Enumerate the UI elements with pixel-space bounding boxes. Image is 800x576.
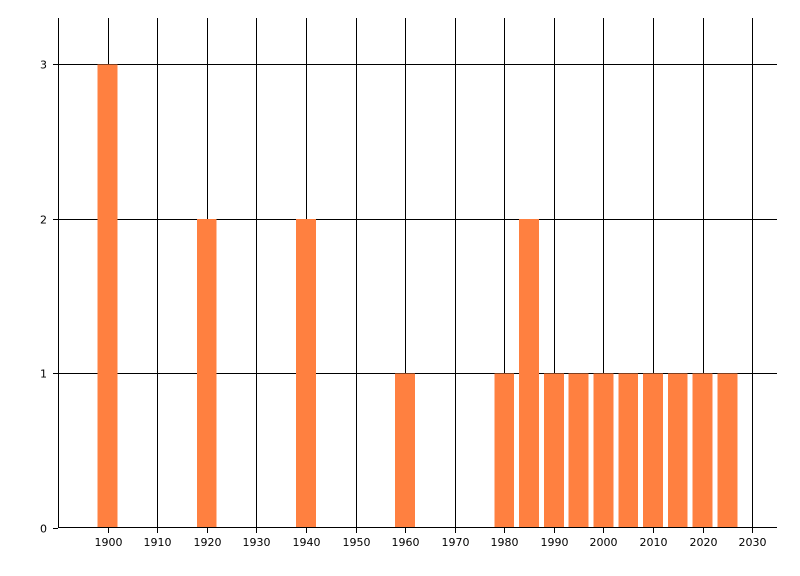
bar <box>643 373 663 528</box>
x-tick-label: 2020 <box>690 536 718 549</box>
bar <box>568 373 589 528</box>
y-tick-label: 1 <box>40 368 47 381</box>
x-tick-label: 2010 <box>640 536 668 549</box>
bar <box>618 373 639 528</box>
x-tick-label: 1950 <box>343 536 371 549</box>
bar <box>395 373 416 528</box>
y-tick-label: 3 <box>40 59 47 72</box>
bar <box>667 373 688 528</box>
x-tick-label: 1920 <box>194 536 222 549</box>
bar <box>717 373 738 528</box>
bar <box>494 373 515 528</box>
x-tick-label: 1930 <box>243 536 271 549</box>
bar <box>519 218 539 528</box>
bar <box>692 373 713 528</box>
bars <box>97 64 738 528</box>
x-tick-label: 1960 <box>392 536 420 549</box>
bar <box>543 373 564 528</box>
x-tick-label: 2030 <box>739 536 767 549</box>
x-tick-label: 1990 <box>541 536 569 549</box>
y-tick-label: 0 <box>40 523 47 536</box>
x-axis-ticks: 1900 1910 1920 1930 1940 1950 1960 1970 1980 1990… <box>95 528 767 549</box>
axes <box>58 18 777 528</box>
bar <box>296 218 316 528</box>
bar <box>97 64 118 528</box>
x-tick-label: 1900 <box>95 536 123 549</box>
x-tick-label: 1970 <box>442 536 470 549</box>
x-tick-label: 1940 <box>293 536 321 549</box>
y-axis-ticks: 0 1 2 3 <box>40 59 58 536</box>
x-tick-label: 1910 <box>144 536 172 549</box>
x-tick-label: 1980 <box>491 536 519 549</box>
x-tick-label: 2000 <box>590 536 618 549</box>
bar <box>593 373 614 528</box>
y-tick-label: 2 <box>40 214 47 227</box>
bar <box>196 218 217 528</box>
